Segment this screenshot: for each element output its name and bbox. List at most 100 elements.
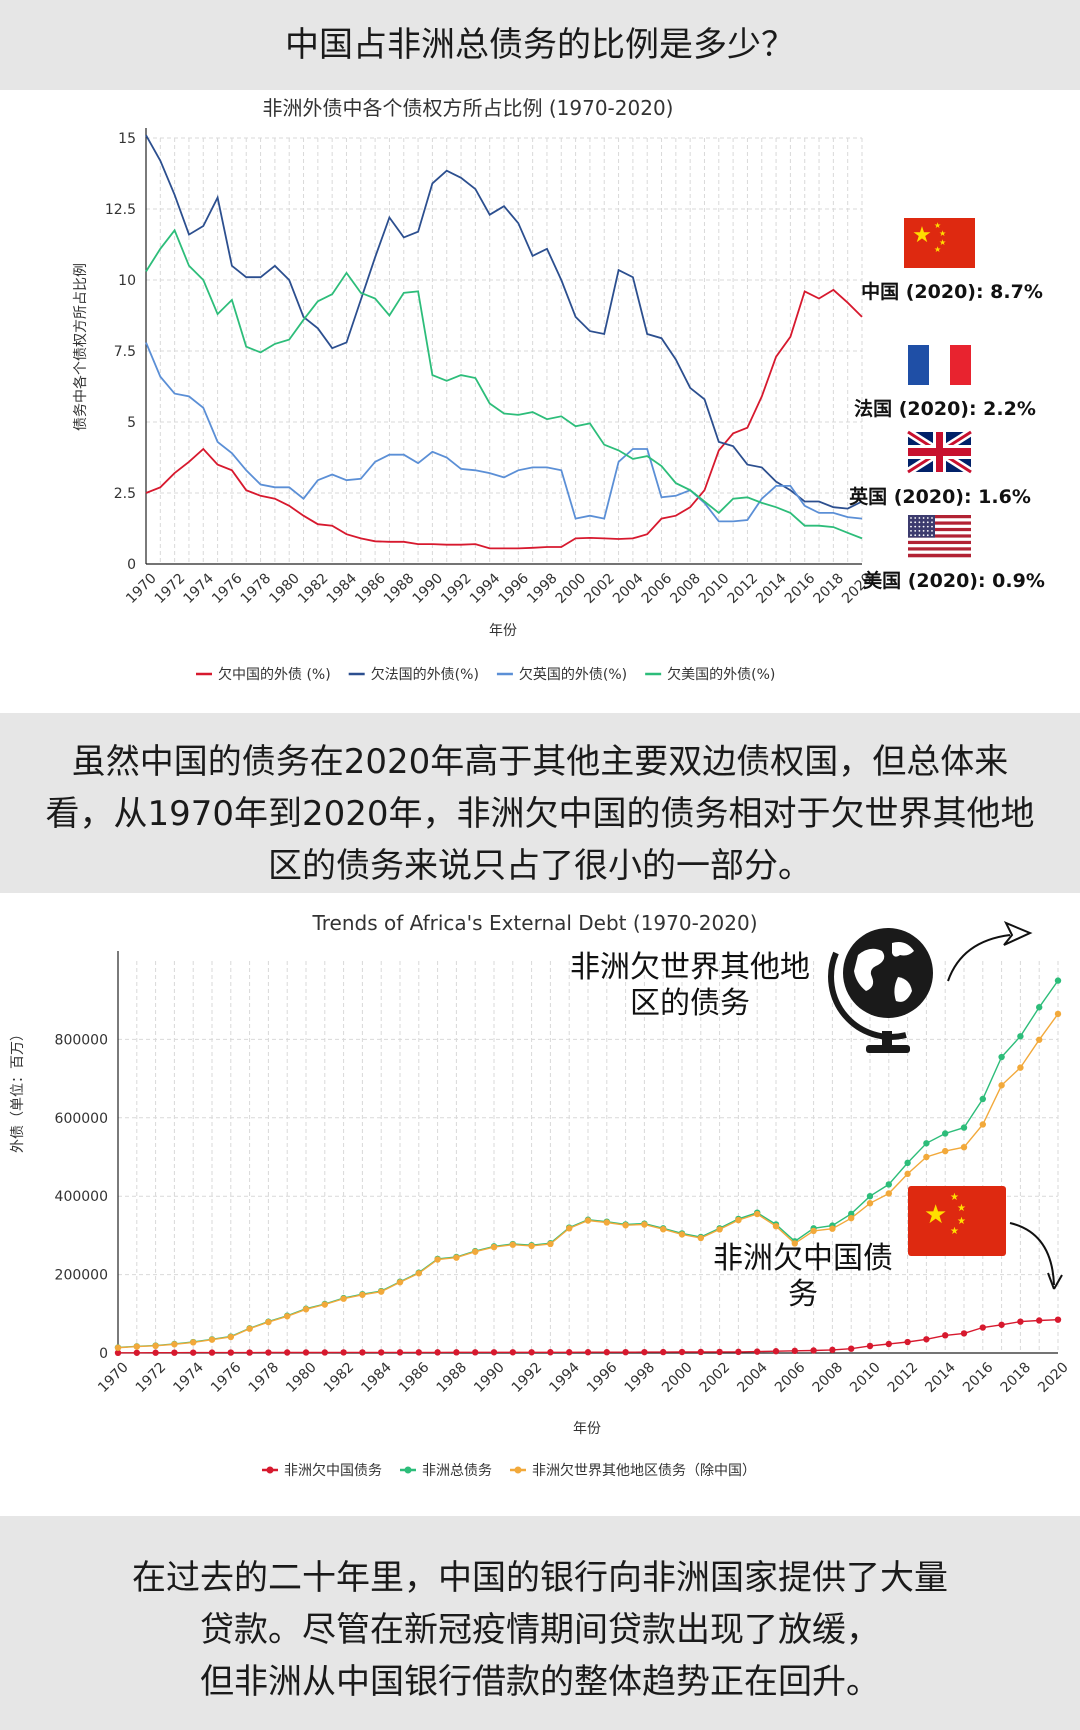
y-tick-label: 400000 — [55, 1189, 108, 1205]
data-point — [490, 1243, 498, 1251]
france-flag-icon — [908, 345, 971, 385]
data-point — [735, 1216, 742, 1224]
x-tick-label: 2004 — [734, 1359, 771, 1396]
x-tick-label: 2016 — [960, 1359, 997, 1396]
y-tick-label: 600000 — [55, 1111, 108, 1127]
data-point — [321, 1301, 328, 1308]
x-tick-label: 2016 — [782, 570, 819, 607]
data-point — [359, 1349, 366, 1356]
data-point — [772, 1222, 780, 1230]
series-line — [145, 228, 863, 540]
series-line — [145, 288, 863, 550]
data-point — [904, 1159, 911, 1167]
data-point — [942, 1147, 949, 1155]
arrow-head-icon — [1047, 1272, 1063, 1290]
data-point — [923, 1140, 930, 1147]
data-point — [716, 1348, 723, 1356]
x-tick-label: 1978 — [246, 1359, 283, 1396]
data-point — [284, 1349, 291, 1356]
data-point — [791, 1240, 798, 1247]
x-axis-label: 年份 — [489, 623, 517, 639]
legend-item: 非洲欠世界其他地区债务（除中国） — [510, 1463, 756, 1479]
x-tick-label: 2018 — [811, 570, 848, 607]
data-point — [434, 1256, 441, 1263]
x-tick-label: 1998 — [622, 1359, 659, 1396]
data-point — [190, 1349, 197, 1356]
data-point — [829, 1346, 836, 1354]
data-point — [942, 1332, 949, 1339]
summary-line: 虽然中国的债务在2020年高于其他主要双边债权国，但总体来 — [71, 742, 1009, 782]
x-tick-label: 1978 — [238, 570, 275, 607]
data-point — [998, 1082, 1005, 1089]
conclusion-line: 但非洲从中国银行借款的整体趋势正在回升。 — [200, 1662, 880, 1702]
x-tick-label: 1986 — [396, 1359, 433, 1396]
x-tick-label: 2002 — [581, 570, 618, 607]
x-tick-label: 1970 — [123, 570, 160, 607]
legend-label: 欠中国的外债 (%) — [218, 667, 331, 683]
data-point — [848, 1214, 855, 1222]
data-point — [133, 1349, 140, 1356]
chart-title: Trends of Africa's External Debt (1970-2… — [311, 911, 757, 935]
data-point — [584, 1217, 592, 1224]
x-tick-label: 2006 — [639, 570, 676, 607]
series-line — [145, 134, 863, 510]
data-point — [697, 1348, 704, 1356]
data-point — [1054, 1010, 1062, 1018]
france-share-label: 法国 (2020): 2.2% — [854, 397, 1036, 420]
data-point — [641, 1348, 648, 1356]
x-tick-label: 1980 — [266, 570, 303, 607]
data-point — [885, 1181, 892, 1188]
data-point — [866, 1200, 874, 1207]
x-tick-label: 1984 — [358, 1359, 395, 1396]
y-tick-label: 5 — [127, 415, 136, 431]
data-point — [566, 1225, 573, 1232]
x-tick-label: 1980 — [283, 1359, 320, 1396]
data-point — [923, 1153, 930, 1161]
data-point — [265, 1349, 272, 1356]
x-tick-label: 1986 — [352, 570, 389, 607]
x-tick-label: 1984 — [324, 570, 361, 607]
legend-label: 非洲欠中国债务 — [284, 1463, 382, 1479]
data-point — [415, 1349, 422, 1356]
conclusion-line: 在过去的二十年里，中国的银行向非洲国家提供了大量 — [132, 1558, 948, 1598]
data-point — [998, 1321, 1005, 1328]
svg-text:★: ★ — [950, 1226, 959, 1237]
summary-line: 看，从1970年到2020年，非洲欠中国的债务相对于欠世界其他地 — [45, 794, 1035, 834]
data-point — [227, 1333, 234, 1341]
svg-text:★: ★ — [939, 238, 946, 247]
page-title: 中国占非洲总债务的比例是多少？ — [285, 25, 795, 65]
world-debt-annotation: 非洲欠世界其他地 — [570, 950, 810, 985]
summary-band: 虽然中国的债务在2020年高于其他主要双边债权国，但总体来 看，从1970年到2… — [0, 713, 1080, 893]
y-tick-label: 12.5 — [105, 202, 136, 218]
conclusion-band: 在过去的二十年里，中国的银行向非洲国家提供了大量 贷款。尽管在新冠疫情期间贷款出… — [0, 1516, 1080, 1730]
legend-item: 欠法国的外债(%) — [348, 667, 479, 683]
data-point — [942, 1130, 949, 1137]
curved-arrow-icon — [947, 934, 1011, 982]
x-tick-label: 1990 — [410, 570, 447, 607]
data-point — [848, 1345, 855, 1352]
header-band: 中国占非洲总债务的比例是多少？ — [0, 0, 1080, 90]
data-point — [528, 1242, 535, 1250]
data-point — [866, 1342, 874, 1350]
x-tick-label: 1992 — [438, 570, 475, 607]
x-tick-label: 2006 — [772, 1359, 809, 1396]
legend-item: 欠中国的外债 (%) — [196, 667, 331, 683]
legend-label: 欠英国的外债(%) — [519, 666, 627, 683]
data-point — [584, 1349, 592, 1356]
svg-text:★: ★ — [950, 1192, 959, 1203]
data-point — [396, 1349, 404, 1356]
data-point — [152, 1349, 159, 1356]
data-point — [208, 1349, 216, 1356]
data-point — [227, 1349, 234, 1356]
x-tick-label: 1994 — [546, 1359, 583, 1396]
data-point — [453, 1349, 460, 1356]
data-point — [378, 1349, 385, 1356]
legend-item: 非洲总债务 — [400, 1463, 492, 1479]
data-point — [716, 1226, 723, 1233]
data-point — [603, 1349, 610, 1356]
y-tick-label: 0 — [127, 557, 136, 573]
data-point — [772, 1348, 780, 1355]
x-tick-label: 1972 — [133, 1359, 170, 1396]
svg-text:★: ★ — [957, 1216, 966, 1227]
y-tick-label: 0 — [99, 1346, 108, 1362]
